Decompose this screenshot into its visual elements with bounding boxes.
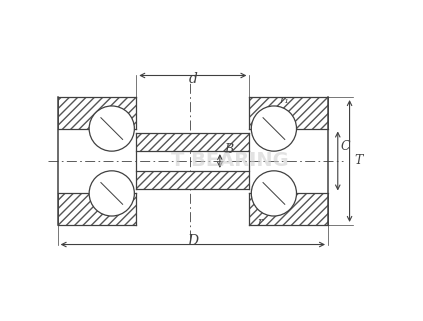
Text: d: d: [188, 72, 197, 86]
Text: T: T: [354, 154, 363, 168]
Polygon shape: [136, 171, 249, 188]
Polygon shape: [58, 97, 136, 129]
Text: r₁: r₁: [279, 95, 288, 105]
Text: B: B: [224, 143, 233, 156]
Polygon shape: [249, 194, 328, 225]
Polygon shape: [136, 134, 249, 151]
Text: C: C: [341, 140, 350, 153]
Circle shape: [89, 106, 135, 151]
Circle shape: [251, 171, 297, 216]
Circle shape: [89, 171, 135, 216]
Circle shape: [251, 106, 297, 151]
Text: T BEARING: T BEARING: [171, 152, 288, 170]
Text: D: D: [187, 234, 198, 248]
Polygon shape: [58, 194, 136, 225]
Polygon shape: [249, 97, 328, 129]
Text: r: r: [257, 217, 263, 227]
